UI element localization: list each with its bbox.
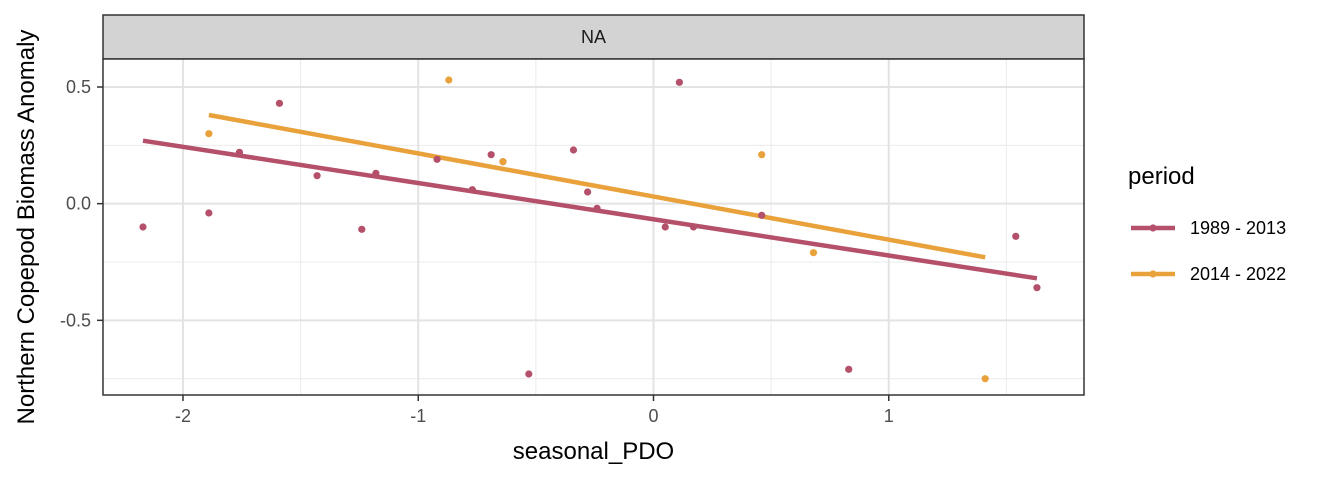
legend: period 1989 - 2013 2014 - 2022 [1128,163,1286,284]
data-point-series-1 [569,146,578,154]
data-point-series-2 [981,375,989,383]
x-tick-label: 1 [884,406,894,426]
legend-key-point [1149,270,1157,278]
data-point-series-1 [235,148,244,156]
y-tick-label: 0.5 [66,77,91,97]
data-point-series-1 [205,209,213,217]
regression-lines [142,112,1038,281]
data-point-series-1 [689,223,698,231]
data-point-series-1 [758,211,766,219]
data-point-series-1 [487,151,495,159]
y-tick-label: -0.5 [60,310,91,330]
data-point-series-1 [1012,232,1020,240]
data-points [139,76,1041,383]
data-point-series-1 [593,204,601,212]
x-tick-label: -1 [410,406,426,426]
data-point-series-2 [205,130,213,138]
data-point-series-1 [358,225,366,233]
data-point-series-1 [525,370,533,378]
data-point-series-1 [661,223,669,231]
data-point-series-2 [499,158,507,166]
data-point-series-1 [139,223,147,231]
data-point-series-1 [584,188,592,196]
plot-panel-border [102,58,1085,396]
legend-title: period [1128,163,1195,190]
y-axis-title: Northern Copepod Biomass Anomaly [13,30,40,425]
data-point-series-2 [758,151,766,159]
data-point-series-1 [433,155,441,163]
y-axis: -0.5 0.0 0.5 [60,77,103,330]
data-point-series-1 [372,169,380,177]
data-point-series-1 [675,78,683,86]
plot-panel [103,59,1084,395]
legend-label-series-2: 2014 - 2022 [1190,264,1286,284]
data-point-series-1 [1033,284,1041,292]
data-point-series-2 [809,249,818,257]
y-tick-label: 0.0 [66,194,91,214]
legend-key-point [1149,224,1157,232]
x-tick-label: -2 [175,406,191,426]
fit-line-series-1 [142,138,1038,281]
data-point-series-1 [275,99,284,107]
data-point-series-1 [468,186,476,194]
facet-strip-label: NA [581,27,606,47]
x-tick-label: 0 [648,406,658,426]
fit-line-series-2 [208,112,986,260]
data-point-series-2 [445,76,453,84]
x-axis: -2 -1 0 1 [175,395,894,426]
data-point-series-1 [313,172,321,180]
legend-label-series-1: 1989 - 2013 [1190,218,1286,238]
x-axis-title: seasonal_PDO [513,438,674,465]
data-point-series-1 [845,365,853,373]
facet-strip [102,14,1085,60]
